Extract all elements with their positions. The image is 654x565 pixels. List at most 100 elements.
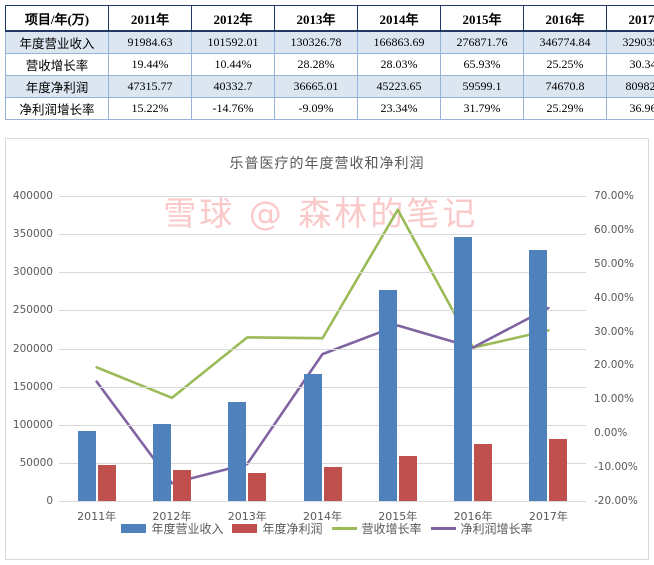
bar-revenue [77, 430, 96, 501]
legend-item[interactable]: 净利润增长率 [430, 520, 533, 537]
line-series [95, 306, 550, 485]
gridline [59, 348, 586, 350]
line-series [95, 208, 550, 400]
y-axis-right-tick-label: 30.00% [594, 325, 635, 338]
x-axis-tick-label: 2012年 [152, 510, 192, 523]
table-body: 年度营业收入 91984.63 101592.01 130326.78 1668… [5, 30, 654, 120]
legend-line-swatch-icon [331, 527, 357, 530]
table-cell: 346774.84 [523, 30, 607, 54]
legend-label: 营收增长率 [361, 522, 422, 536]
legend-item[interactable]: 营收增长率 [331, 520, 422, 537]
gridline [59, 501, 586, 502]
table-cell: 19.44% [108, 53, 192, 76]
table-row: 年度净利润 47315.77 40332.7 36665.01 45223.65… [5, 75, 654, 98]
gridline [59, 310, 586, 312]
y-axis-right-tick-label: 10.00% [594, 393, 635, 406]
legend-label: 净利润增长率 [460, 522, 533, 536]
gridline [59, 424, 586, 426]
table-cell: 91984.63 [108, 30, 192, 54]
table-cell: 101592.01 [191, 30, 275, 54]
chart-legend: 年度营业收入 年度净利润 营收增长率 净利润增长率 [6, 520, 648, 537]
gridline [59, 272, 586, 274]
table-cell: 47315.77 [108, 75, 192, 98]
x-axis-tick-label: 2014年 [303, 510, 342, 523]
bar-revenue [529, 250, 548, 501]
legend-label: 年度营业收入 [151, 522, 224, 536]
bar-revenue [454, 236, 473, 501]
y-axis-left-tick-label: 150000 [12, 380, 53, 393]
y-axis-right-tick-label: 20.00% [594, 359, 635, 372]
y-axis-right-tick-label: -10.00% [594, 461, 638, 474]
gridline [59, 462, 586, 464]
table-header-cell: 2017年 [606, 5, 654, 32]
y-axis-right-tick-label: 60.00% [594, 223, 635, 236]
table-cell: 130326.78 [274, 30, 358, 54]
table-cell: -9.09% [274, 97, 358, 120]
y-axis-right-tick-label: 40.00% [594, 291, 635, 304]
table-header-cell: 项目/年(万) [5, 5, 109, 32]
table-header: 项目/年(万) 2011年 2012年 2013年 2014年 2015年 20… [5, 5, 654, 32]
legend-bar-swatch-icon [232, 524, 258, 533]
bar-profit [323, 466, 342, 501]
y-axis-left-tick-label: 300000 [12, 266, 53, 279]
y-axis-right-tick-label: 50.00% [594, 257, 635, 270]
table-row: 年度营业收入 91984.63 101592.01 130326.78 1668… [5, 30, 654, 54]
x-axis-tick-label: 2016年 [453, 510, 493, 523]
x-axis-tick-label: 2011年 [77, 510, 117, 523]
table-cell: 25.25% [523, 53, 607, 76]
table-cell: 80982.76 [606, 75, 654, 98]
chart-container: 乐普医疗的年度营收和净利润 雪球 @ 森林的笔记 0 50000 100000 150… [5, 138, 649, 560]
y-axis-right-tick-label: -20.00% [594, 495, 638, 507]
row-label: 净利润增长率 [5, 97, 109, 120]
table-cell: 276871.76 [440, 30, 524, 54]
legend-item[interactable]: 年度营业收入 [121, 520, 223, 537]
table-cell: 15.22% [108, 97, 192, 120]
y-axis-left-tick-label: 50000 [19, 456, 53, 469]
gridline [59, 386, 586, 388]
bar-revenue [303, 373, 322, 501]
bar-profit [97, 464, 116, 501]
table-cell: 25.29% [523, 97, 607, 120]
table-cell: 329035.01 [606, 30, 654, 54]
table-header-row: 项目/年(万) 2011年 2012年 2013年 2014年 2015年 20… [5, 5, 654, 32]
table-cell: 36.96% [606, 97, 654, 120]
row-label: 年度营业收入 [5, 30, 109, 54]
x-axis-tick-label: 2017年 [528, 510, 568, 523]
bar-profit [549, 439, 568, 501]
chart-title: 乐普医疗的年度营收和净利润 [229, 156, 425, 172]
x-axis-tick-label: 2015年 [378, 510, 418, 523]
table-cell: 40332.7 [191, 75, 275, 98]
y-axis-left-tick-label: 250000 [12, 304, 53, 317]
bar-revenue [152, 423, 171, 501]
legend-bar-swatch-icon [121, 524, 147, 533]
line-series-layer [95, 208, 550, 485]
plot-area: 0 50000 100000 150000 200000 250000 300000 3500… [13, 190, 638, 523]
bar-profit [172, 470, 191, 501]
table-header-cell: 2011年 [108, 5, 192, 32]
bar-profit [474, 444, 493, 501]
table-header-cell: 2016年 [523, 5, 607, 32]
x-axis-tick-label: 2013年 [227, 510, 267, 523]
bar-profit [398, 455, 417, 501]
table-cell: 36665.01 [274, 75, 358, 98]
y-axis-right-tick-label: 70.00% [594, 190, 635, 202]
table-cell: 28.28% [274, 53, 358, 76]
table-header-cell: 2014年 [357, 5, 441, 32]
bar-profit [248, 473, 267, 501]
table-row: 营收增长率 19.44% 10.44% 28.28% 28.03% 65.93%… [5, 53, 654, 76]
bar-revenue [378, 289, 397, 501]
table-cell: 23.34% [357, 97, 441, 120]
y-axis-left-tick-label: 200000 [12, 342, 53, 355]
data-table: 项目/年(万) 2011年 2012年 2013年 2014年 2015年 20… [5, 5, 654, 120]
y-axis-right-tick-label: 0.00% [594, 427, 628, 440]
table-header-cell: 2013年 [274, 5, 358, 32]
y-axis-left-tick-label: 400000 [12, 190, 53, 202]
table-row: 净利润增长率 15.22% -14.76% -9.09% 23.34% 31.7… [5, 97, 654, 120]
table-cell: 59599.1 [440, 75, 524, 98]
financial-data-table: 项目/年(万) 2011年 2012年 2013年 2014年 2015年 20… [5, 5, 654, 120]
table-cell: 31.79% [440, 97, 524, 120]
legend-item[interactable]: 年度净利润 [232, 520, 323, 537]
gridline [59, 234, 586, 236]
row-label: 年度净利润 [5, 75, 109, 98]
row-label: 营收增长率 [5, 53, 109, 76]
